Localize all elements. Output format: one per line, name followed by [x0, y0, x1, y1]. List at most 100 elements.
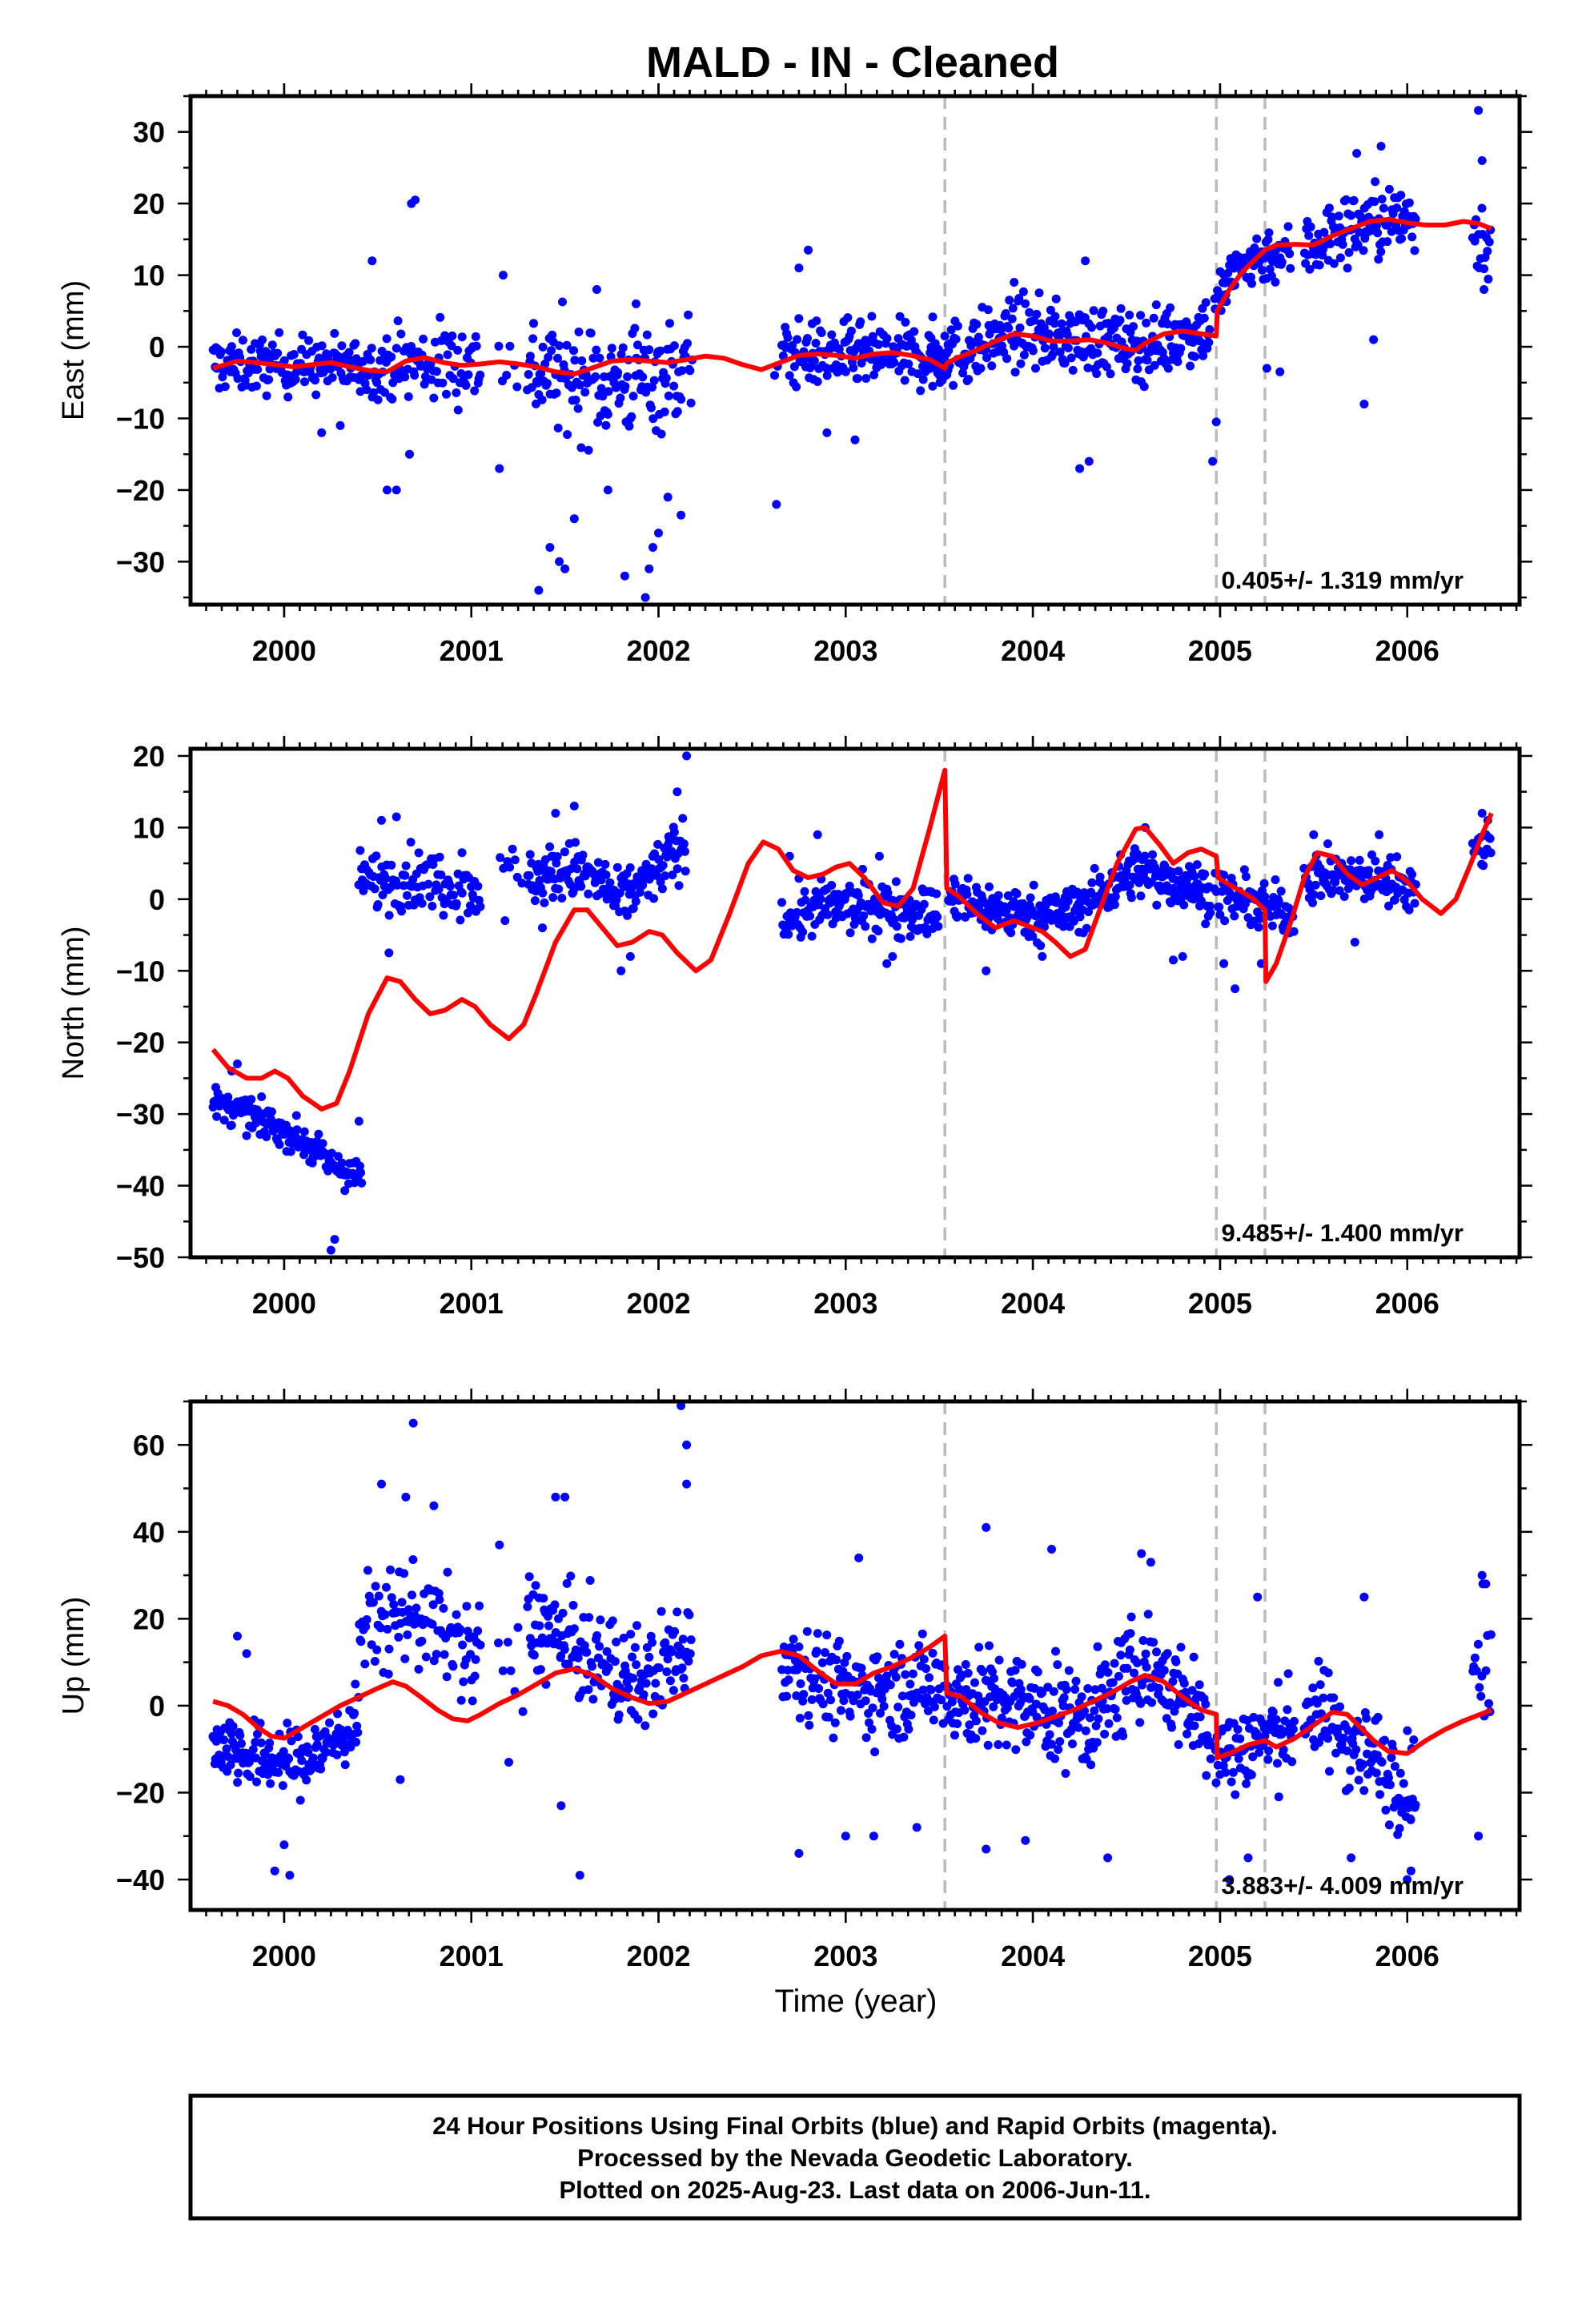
data-point [495, 1540, 504, 1550]
data-point [1470, 1653, 1480, 1663]
data-point [628, 1674, 638, 1683]
data-point [673, 1607, 682, 1617]
data-point [974, 1642, 984, 1652]
data-point [850, 435, 860, 444]
data-point [1204, 338, 1214, 348]
data-point [1253, 1592, 1263, 1602]
data-point [534, 585, 544, 595]
data-point [502, 371, 512, 380]
data-point [934, 922, 943, 931]
data-point [1252, 234, 1262, 243]
data-point [1325, 1767, 1334, 1776]
data-point [1166, 303, 1175, 312]
data-point [403, 891, 412, 900]
data-point [219, 1735, 229, 1745]
data-point [297, 1756, 307, 1765]
data-point [1352, 149, 1362, 158]
data-point [1125, 310, 1134, 320]
data-point [1074, 1723, 1083, 1732]
data-point [471, 1655, 480, 1664]
data-point [285, 1871, 295, 1880]
data-point [340, 1186, 350, 1196]
data-point [826, 1695, 835, 1705]
data-point [1369, 335, 1379, 344]
data-point [427, 375, 436, 384]
data-point [372, 378, 382, 388]
data-point [1090, 1685, 1100, 1695]
data-point [616, 350, 626, 360]
data-point [1470, 236, 1480, 246]
data-point [1354, 1775, 1363, 1785]
data-point [918, 1685, 928, 1695]
x-tick-label: 2004 [1001, 1287, 1065, 1320]
data-point [1342, 195, 1351, 204]
data-point [963, 1668, 973, 1678]
data-point [1338, 239, 1347, 249]
data-point [798, 1696, 808, 1706]
data-point [442, 389, 451, 399]
data-point [673, 864, 682, 874]
data-point [552, 852, 562, 862]
data-point [466, 901, 475, 911]
data-point [1283, 1705, 1292, 1715]
data-point [1054, 1719, 1063, 1727]
data-point [540, 898, 549, 907]
data-point [649, 894, 658, 903]
data-point [374, 1591, 383, 1601]
data-point [794, 1642, 804, 1651]
data-point [895, 312, 905, 321]
data-point [461, 380, 471, 390]
data-point [1381, 1805, 1391, 1815]
data-point [982, 1844, 991, 1854]
data-point [873, 1652, 882, 1662]
data-point [971, 1716, 981, 1726]
data-point [1221, 1767, 1231, 1777]
data-point [624, 421, 634, 431]
x-tick-label: 2005 [1188, 634, 1252, 667]
data-point [1142, 1663, 1151, 1672]
data-point [383, 1670, 393, 1679]
model-curve [212, 1634, 1492, 1760]
data-point [1050, 312, 1060, 321]
data-point [784, 1675, 793, 1685]
data-point [1383, 237, 1392, 247]
data-point [569, 346, 578, 356]
data-point [1010, 1666, 1020, 1675]
data-point [293, 1732, 303, 1742]
data-point [317, 428, 327, 437]
data-point [818, 1699, 828, 1709]
data-point [1176, 1642, 1186, 1652]
data-point [1173, 357, 1182, 367]
data-point [953, 321, 962, 331]
data-point [438, 378, 448, 388]
data-point [530, 896, 540, 906]
data-point [339, 1747, 349, 1757]
data-point [820, 1648, 829, 1657]
data-point [1411, 1800, 1420, 1810]
rate-label: 3.883+/- 4.009 mm/yr [1222, 1872, 1464, 1900]
data-point [1290, 1716, 1299, 1726]
data-point [537, 395, 547, 404]
data-point [1484, 237, 1494, 247]
data-point [913, 369, 922, 379]
data-point [588, 1695, 598, 1704]
data-point [1047, 1545, 1056, 1554]
data-point [233, 1631, 242, 1641]
data-point [1063, 896, 1073, 906]
data-point [1250, 243, 1259, 252]
data-point [1255, 1747, 1264, 1757]
data-point [882, 334, 892, 344]
data-point [1286, 263, 1295, 273]
data-point [1136, 1699, 1146, 1708]
data-point [1351, 1745, 1361, 1755]
data-point [377, 1479, 386, 1489]
data-point [1375, 1790, 1384, 1799]
data-point [1274, 1792, 1283, 1802]
data-point [1187, 1686, 1197, 1695]
data-point [344, 348, 354, 357]
data-point [370, 884, 379, 894]
data-point [1050, 1754, 1059, 1763]
data-point [458, 1640, 468, 1650]
data-point [335, 420, 345, 430]
data-point [1283, 1669, 1293, 1679]
